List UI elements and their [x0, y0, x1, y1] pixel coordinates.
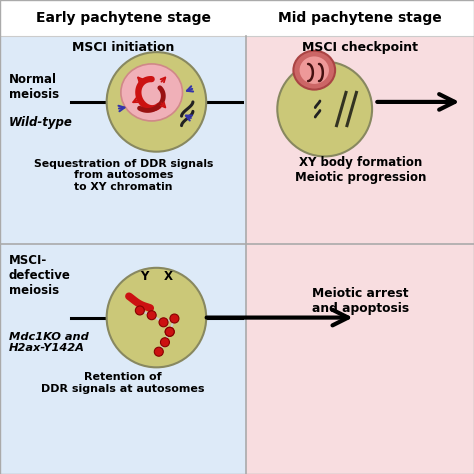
Text: MSCI initiation: MSCI initiation	[72, 41, 174, 54]
Circle shape	[160, 337, 170, 347]
Circle shape	[170, 314, 179, 323]
Circle shape	[147, 311, 156, 320]
Bar	[0, 244, 246, 474]
Ellipse shape	[277, 62, 372, 156]
Ellipse shape	[293, 51, 335, 90]
Ellipse shape	[300, 56, 329, 84]
Text: MSCI checkpoint: MSCI checkpoint	[302, 41, 418, 54]
Text: Retention of
DDR signals at autosomes: Retention of DDR signals at autosomes	[42, 372, 205, 394]
Circle shape	[165, 327, 174, 337]
Circle shape	[159, 318, 168, 327]
Bar	[0, 0, 474, 36]
Text: XY body formation
Meiotic progression: XY body formation Meiotic progression	[294, 156, 426, 184]
Text: Sequestration of DDR signals
from autosomes
to XY chromatin: Sequestration of DDR signals from autoso…	[34, 159, 213, 192]
Circle shape	[136, 306, 145, 315]
Text: Wild-type: Wild-type	[9, 116, 73, 129]
Bar	[0, 36, 246, 244]
Bar	[246, 36, 474, 244]
Ellipse shape	[121, 64, 182, 121]
Circle shape	[154, 347, 163, 356]
Text: MSCI-
defective
meiosis: MSCI- defective meiosis	[9, 254, 71, 297]
Text: Mdc1KO and
H2ax-Y142A: Mdc1KO and H2ax-Y142A	[9, 332, 88, 354]
Bar	[246, 244, 474, 474]
Text: Y: Y	[140, 271, 149, 283]
Ellipse shape	[107, 268, 206, 367]
Text: Early pachytene stage: Early pachytene stage	[36, 11, 211, 25]
Text: Normal
meiosis: Normal meiosis	[9, 73, 59, 101]
Ellipse shape	[107, 52, 206, 152]
Circle shape	[165, 327, 174, 337]
Text: Mid pachytene stage: Mid pachytene stage	[278, 11, 442, 25]
Text: Meiotic arrest
and apoptosis: Meiotic arrest and apoptosis	[312, 287, 409, 315]
Text: X: X	[164, 271, 173, 283]
